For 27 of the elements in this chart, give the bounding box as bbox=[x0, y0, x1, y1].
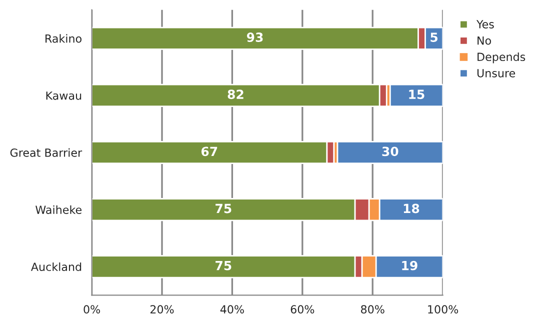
x-tick-label: 0% bbox=[84, 305, 100, 314]
data-label: 30 bbox=[382, 146, 398, 156]
y-tick-label: Kawau bbox=[46, 92, 82, 100]
y-tick-label: Great Barrier bbox=[10, 148, 82, 157]
data-label: 75 bbox=[216, 204, 232, 214]
x-tick-label: 60% bbox=[290, 305, 314, 314]
data-label: 15 bbox=[409, 90, 424, 100]
bar bbox=[336, 140, 443, 164]
data-label: 82 bbox=[228, 90, 244, 100]
data-label: 75 bbox=[216, 261, 232, 270]
data-label: 19 bbox=[402, 260, 418, 270]
data-label: 67 bbox=[201, 146, 218, 156]
data-label: 93 bbox=[246, 32, 263, 42]
x-tick-label: 80% bbox=[361, 305, 384, 314]
legend-label: No bbox=[478, 36, 491, 45]
y-tick-label: Waiheke bbox=[36, 205, 82, 214]
bar bbox=[389, 84, 443, 107]
data-label: 5 bbox=[430, 32, 438, 42]
data-label: 18 bbox=[404, 204, 420, 214]
y-tick-label: Rakino bbox=[46, 34, 82, 43]
legend-label: Unsure bbox=[477, 69, 516, 78]
y-tick-label: Auckland bbox=[30, 262, 82, 272]
x-tick-label: 20% bbox=[150, 305, 174, 314]
legend-label: Yes bbox=[476, 20, 494, 28]
legend-label: Depends bbox=[478, 52, 526, 64]
x-tick-label: 40% bbox=[220, 305, 244, 314]
x-tick-label: 100% bbox=[428, 305, 458, 314]
